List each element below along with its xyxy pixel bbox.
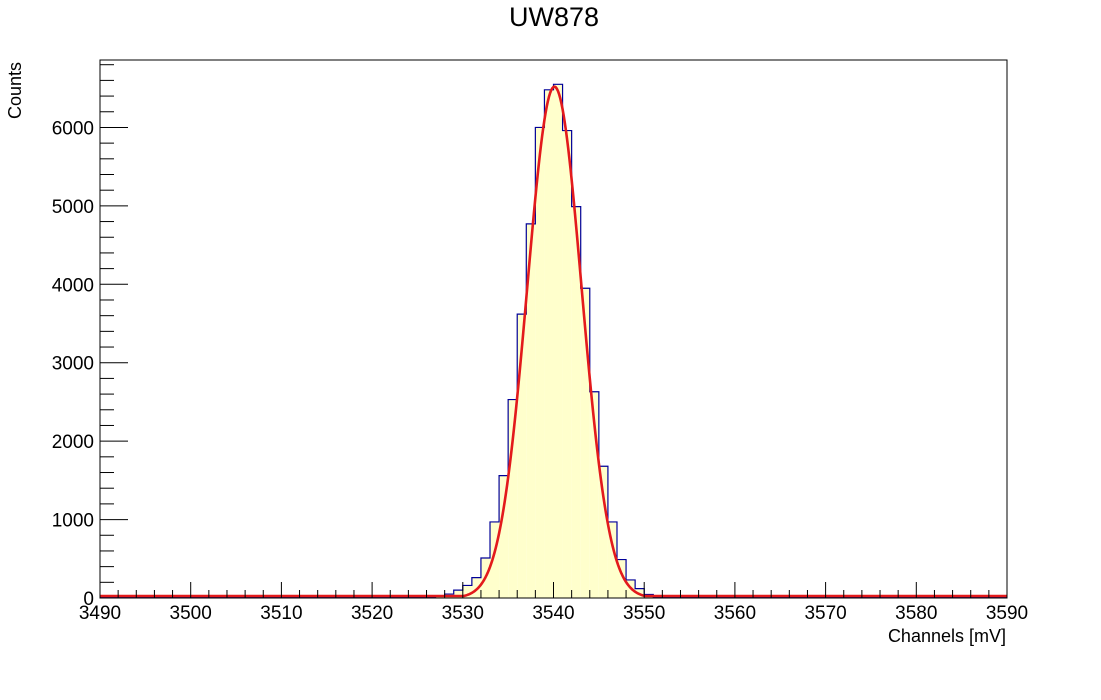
y-tick-label: 5000 — [52, 197, 94, 218]
x-tick-label: 3500 — [170, 603, 212, 624]
x-axis-title: Channels [mV] — [888, 626, 1006, 646]
x-tick-label: 3590 — [986, 603, 1028, 624]
y-tick-label: 4000 — [52, 275, 94, 296]
histogram-bar — [563, 131, 572, 598]
x-tick-label: 3530 — [442, 603, 484, 624]
x-tick-label: 3560 — [714, 603, 756, 624]
y-tick-label: 1000 — [52, 511, 94, 532]
x-tick-label: 3540 — [532, 603, 574, 624]
y-tick-label: 3000 — [52, 354, 94, 375]
histogram-bar — [599, 466, 608, 598]
x-tick-label: 3550 — [623, 603, 665, 624]
x-tick-label: 3580 — [895, 603, 937, 624]
y-tick-label: 0 — [83, 589, 94, 610]
chart-title: UW878 — [509, 2, 599, 32]
x-tick-label: 3510 — [260, 603, 302, 624]
histogram-bar — [535, 127, 544, 598]
histogram-bar — [554, 84, 563, 598]
x-tick-label: 3570 — [804, 603, 846, 624]
y-tick-label: 6000 — [52, 118, 94, 139]
y-axis-title: Counts — [5, 62, 25, 119]
histogram-bar — [544, 90, 553, 598]
x-tick-label: 3520 — [351, 603, 393, 624]
y-tick-label: 2000 — [52, 432, 94, 453]
